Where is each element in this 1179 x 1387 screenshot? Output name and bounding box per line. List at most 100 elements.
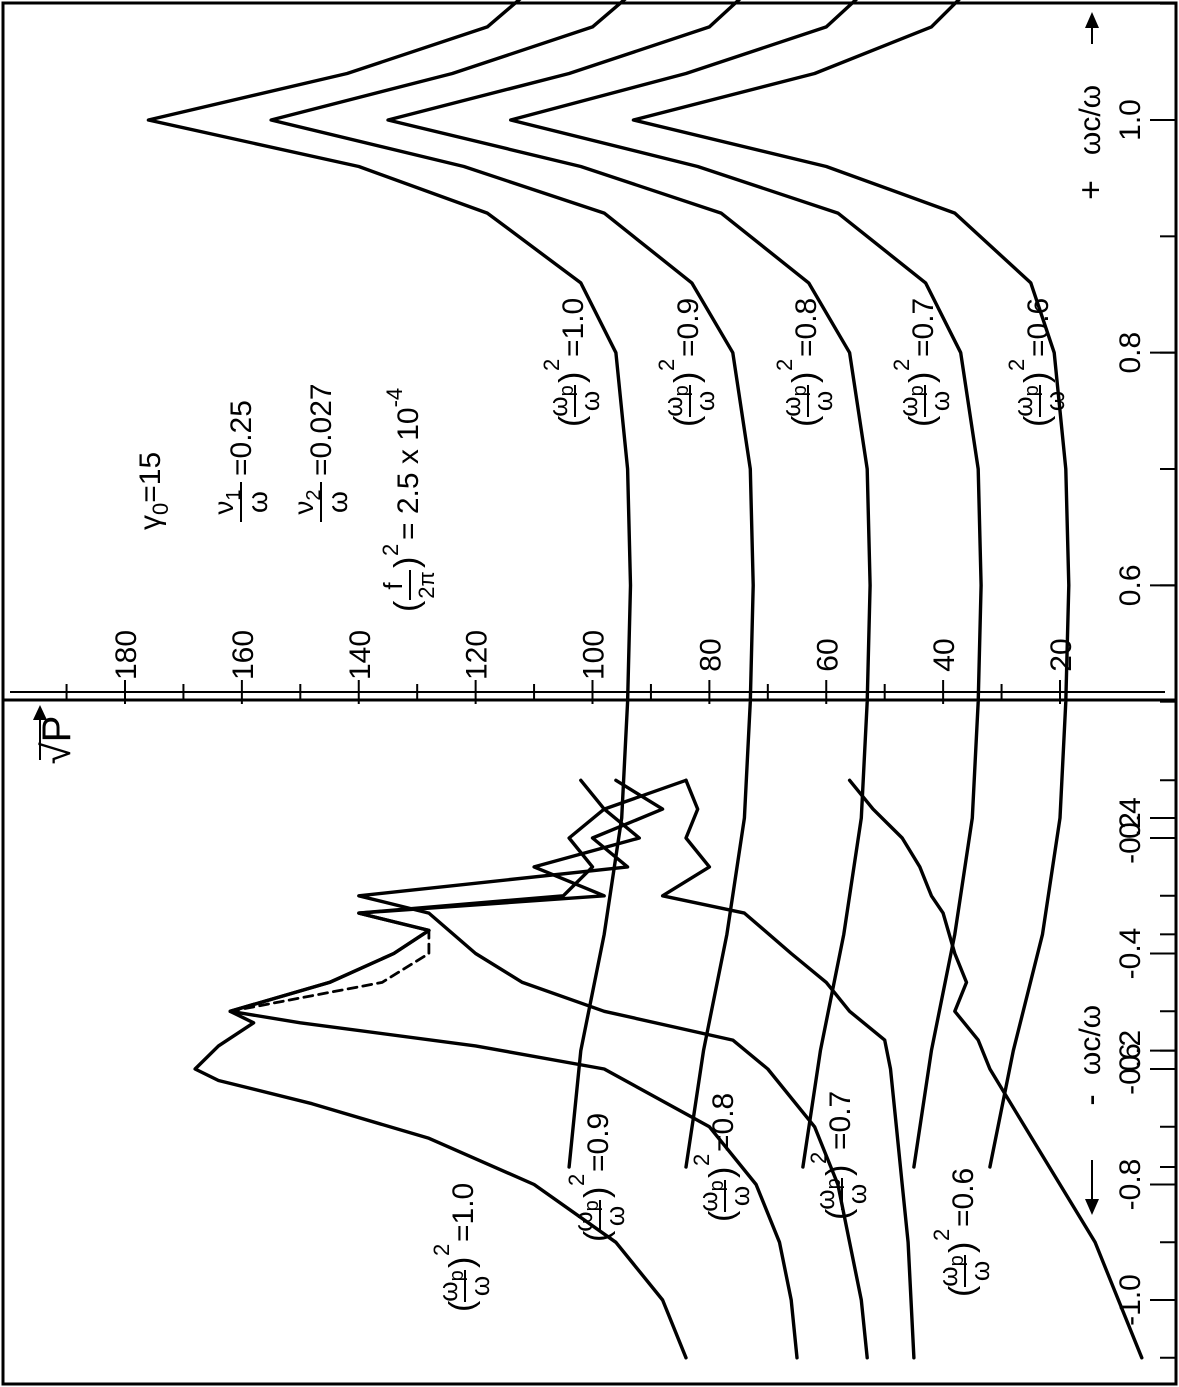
svg-text:): ) bbox=[1018, 372, 1056, 383]
left-series-label-0.8: (ωpω)2 =0.8 bbox=[689, 1093, 755, 1222]
y-tick-label: 80 bbox=[694, 638, 727, 671]
right-xlabel-text: ωc/ω bbox=[1074, 85, 1107, 155]
right-series-label-0.8: (ωpω)2 =0.8 bbox=[772, 298, 838, 427]
left-series-label-1.0: (ωpω)2 =1.0 bbox=[429, 1183, 495, 1312]
svg-text:(: ( bbox=[553, 415, 591, 427]
svg-text:): ) bbox=[703, 1167, 741, 1178]
y-axis-label: √P bbox=[35, 716, 79, 765]
svg-text:): ) bbox=[578, 1187, 616, 1198]
y-tick-label: 20 bbox=[1045, 638, 1078, 671]
left-x-tick-label: -0.6 bbox=[1114, 1043, 1147, 1095]
right-series-label-0.9: (ωpω)2 =0.9 bbox=[654, 298, 720, 427]
y-axis-label-text: √P bbox=[35, 716, 79, 765]
left-series-label-0.6: (ωpω)2 =0.6 bbox=[929, 1168, 995, 1297]
svg-text:= 2.5 x 10-4: = 2.5 x 10-4 bbox=[382, 388, 425, 540]
left-dashed-segment bbox=[228, 929, 431, 1013]
svg-text:ω: ω bbox=[808, 391, 838, 411]
svg-text:): ) bbox=[443, 1257, 481, 1268]
svg-text:(: ( bbox=[786, 415, 824, 427]
svg-text:=0.7: =0.7 bbox=[907, 298, 940, 357]
svg-text:): ) bbox=[903, 372, 941, 383]
svg-text:=1.0: =1.0 bbox=[447, 1183, 480, 1242]
svg-text:2: 2 bbox=[806, 1152, 831, 1164]
y-tick-label: 60 bbox=[811, 638, 844, 671]
svg-text:2: 2 bbox=[889, 359, 914, 371]
right-series-label-0.7: (ωpω)2 =0.7 bbox=[889, 298, 955, 427]
svg-text:ω: ω bbox=[322, 491, 353, 513]
right-x-tick-label: 0.6 bbox=[1114, 564, 1147, 606]
right-x-tick-label: 0.8 bbox=[1114, 332, 1147, 374]
svg-text:(: ( bbox=[943, 1285, 981, 1297]
svg-text:=0.25: =0.25 bbox=[225, 400, 258, 476]
svg-text:ωp: ωp bbox=[810, 1178, 845, 1209]
svg-text:ωp: ωp bbox=[776, 385, 811, 416]
left-x-axis-label: - ωc/ω bbox=[1072, 1005, 1110, 1106]
svg-text:2: 2 bbox=[1004, 359, 1029, 371]
svg-text:2: 2 bbox=[772, 359, 797, 371]
left-xlabel-text: ωc/ω bbox=[1074, 1005, 1107, 1075]
right-series-0.7 bbox=[509, 0, 983, 1169]
param-gamma: γ0=15 bbox=[134, 452, 173, 530]
y-tick-label: 160 bbox=[227, 630, 260, 680]
svg-text:ωp: ωp bbox=[568, 1200, 603, 1231]
left-xlabel-prefix: - bbox=[1072, 1094, 1110, 1105]
y-tick-label: 140 bbox=[344, 630, 377, 680]
right-xlabel-prefix: + bbox=[1072, 180, 1110, 200]
left-x-tick-label: -1.0 bbox=[1114, 1274, 1147, 1326]
ticks-layer bbox=[65, 2, 1176, 1359]
svg-text:ω: ω bbox=[725, 1186, 755, 1206]
param-nu2: ν2 ω =0.027 bbox=[288, 383, 353, 522]
svg-text:f: f bbox=[378, 582, 408, 590]
svg-text:): ) bbox=[388, 557, 426, 568]
right-x-tick-label: 1.0 bbox=[1114, 99, 1147, 141]
svg-text:ω: ω bbox=[925, 391, 955, 411]
svg-text:ν2: ν2 bbox=[288, 489, 325, 514]
svg-text:2: 2 bbox=[429, 1244, 454, 1256]
left-x-axis-arrow bbox=[1085, 1160, 1099, 1215]
svg-text:(: ( bbox=[668, 415, 706, 427]
svg-text:(: ( bbox=[1018, 415, 1056, 427]
svg-text:): ) bbox=[668, 372, 706, 383]
svg-text:ω: ω bbox=[842, 1184, 872, 1204]
y-tick-label: 100 bbox=[578, 630, 611, 680]
y-tick-label: 180 bbox=[110, 630, 143, 680]
svg-text:(: ( bbox=[703, 1210, 741, 1222]
left-series-label-0.7: (ωpω)2 =0.7 bbox=[806, 1091, 872, 1220]
svg-text:ω: ω bbox=[965, 1261, 995, 1281]
svg-text:ω: ω bbox=[1040, 391, 1070, 411]
svg-text:ω: ω bbox=[575, 391, 605, 411]
left-series-0.8 bbox=[357, 778, 869, 1360]
svg-text:(: ( bbox=[903, 415, 941, 427]
svg-text:(: ( bbox=[578, 1230, 616, 1242]
right-series-0.9 bbox=[269, 0, 755, 1169]
svg-text:=0.6: =0.6 bbox=[947, 1168, 980, 1227]
param-nu1: ν1 ω =0.25 bbox=[208, 400, 273, 522]
svg-text:(: ( bbox=[388, 600, 426, 612]
svg-text:γ0=15: γ0=15 bbox=[134, 452, 173, 530]
left-series-label-0.9: (ωpω)2 =0.9 bbox=[564, 1113, 630, 1242]
svg-text:ωp: ωp bbox=[893, 385, 928, 416]
svg-text:=0.8: =0.8 bbox=[790, 298, 823, 357]
svg-text:(: ( bbox=[820, 1208, 858, 1220]
right-series-label-1.0: (ωpω)2 =1.0 bbox=[539, 298, 605, 427]
svg-text:ω: ω bbox=[690, 391, 720, 411]
left-series-0.6 bbox=[847, 778, 1144, 1360]
left-x-tick-label: -0.4 bbox=[1114, 928, 1147, 980]
left-x-tick-label: -0.8 bbox=[1114, 1159, 1147, 1211]
right-series-0.8 bbox=[386, 0, 872, 1169]
svg-text:=0.7: =0.7 bbox=[824, 1091, 857, 1150]
svg-text:2π: 2π bbox=[414, 571, 439, 598]
svg-text:2: 2 bbox=[378, 544, 403, 556]
svg-text:=0.027: =0.027 bbox=[305, 383, 338, 476]
svg-text:=1.0: =1.0 bbox=[557, 298, 590, 357]
svg-text:=0.9: =0.9 bbox=[582, 1113, 615, 1172]
y-tick-label: 120 bbox=[461, 630, 494, 680]
svg-text:ω: ω bbox=[465, 1276, 495, 1296]
svg-text:=0.8: =0.8 bbox=[707, 1093, 740, 1152]
svg-text:2: 2 bbox=[689, 1154, 714, 1166]
svg-text:2: 2 bbox=[654, 359, 679, 371]
svg-text:ν1: ν1 bbox=[208, 489, 245, 514]
svg-text:ωp: ωp bbox=[693, 1180, 728, 1211]
